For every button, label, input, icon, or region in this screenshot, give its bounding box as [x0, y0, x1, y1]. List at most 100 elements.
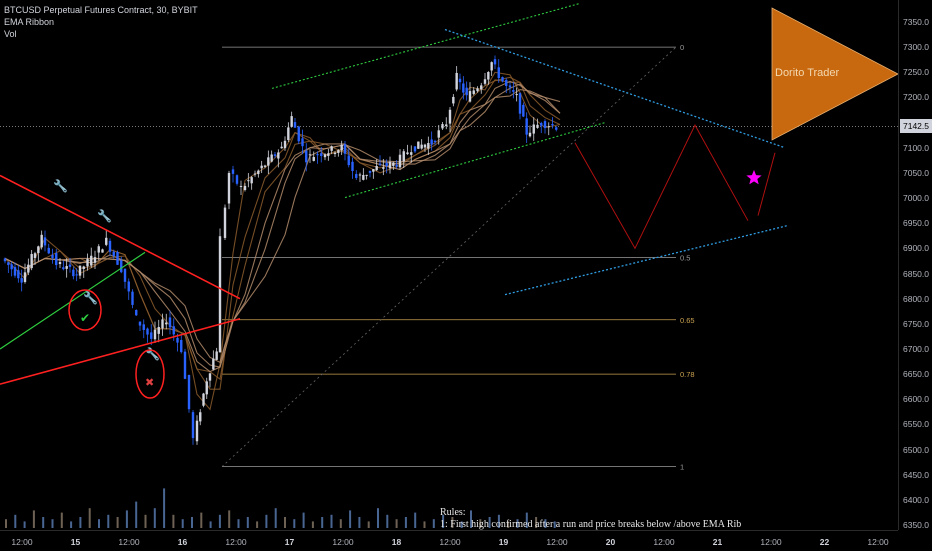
candle-body — [62, 267, 65, 270]
candle-body — [458, 78, 462, 83]
time-axis[interactable]: 12:00 15 12:00 16 12:00 17 12:00 18 12:00 19 12:00… — [0, 530, 898, 551]
price-tick-label: 6400.0 — [903, 494, 929, 505]
ema-ribbon-line — [4, 80, 561, 373]
candle-body — [312, 157, 315, 161]
candle-body — [183, 351, 187, 379]
candle-body — [112, 251, 115, 256]
price-tick-label: 6600.0 — [903, 394, 929, 405]
volume-label[interactable]: Vol — [4, 29, 17, 39]
candle-body — [543, 121, 547, 129]
candle-body — [540, 123, 543, 126]
candle-body — [27, 264, 30, 273]
candle-body — [231, 169, 235, 174]
volume-bar — [32, 510, 35, 528]
candle-body — [157, 326, 160, 334]
ema-ribbon-line — [4, 83, 561, 368]
candle-body — [253, 173, 257, 175]
candle-body — [385, 162, 388, 167]
candle-body — [105, 237, 108, 245]
volume-bar — [507, 521, 510, 528]
volume-bar — [209, 521, 212, 528]
thumbs-down-icon: ✖ — [145, 376, 154, 389]
price-tick-label: 6850.0 — [903, 268, 929, 279]
candle-body — [392, 162, 395, 166]
candle-body — [501, 77, 504, 82]
candle-body — [308, 154, 312, 156]
candle-body — [433, 140, 437, 143]
candle-body — [90, 255, 93, 266]
price-tick-label: 6950.0 — [903, 218, 929, 229]
candle-body — [355, 173, 358, 178]
candle-body — [142, 324, 145, 330]
time-tick-label: 21 — [712, 537, 723, 547]
candle-body — [465, 87, 468, 96]
candle-body — [235, 175, 239, 184]
candle-body — [528, 132, 532, 137]
candle-body — [277, 152, 280, 159]
candle-body — [395, 164, 398, 167]
green-trendline — [0, 251, 146, 350]
candle-body — [290, 116, 293, 127]
volume-bar — [200, 512, 203, 528]
candle-body — [375, 166, 378, 171]
candle-body — [497, 67, 500, 79]
dorito-trader-watermark: Dorito Trader — [775, 67, 840, 79]
price-tick-label: 7200.0 — [903, 92, 929, 103]
volume-bar — [135, 501, 138, 528]
candle-body — [37, 246, 40, 254]
volume-bar — [386, 514, 389, 528]
candle-body — [247, 180, 250, 182]
volume-bar — [51, 519, 54, 528]
ema-ribbon-label[interactable]: EMA Ribbon — [4, 17, 55, 27]
volume-bar — [442, 514, 445, 528]
time-tick-label: 12:00 — [653, 537, 675, 547]
candle-body — [82, 266, 85, 269]
volume-bar — [14, 514, 17, 528]
candle-body — [51, 254, 54, 258]
last-price-label: 7142.5 — [900, 119, 932, 134]
candle-body — [283, 140, 287, 149]
symbol-title[interactable]: BTCUSD Perpetual Futures Contract, 30, B… — [4, 5, 198, 15]
candle-body — [195, 420, 199, 442]
candle-body — [316, 154, 319, 156]
volume-bar — [246, 517, 249, 528]
candle-body — [120, 260, 123, 273]
candle-body — [508, 85, 512, 88]
candle-body — [172, 326, 175, 335]
volume-bar — [358, 517, 361, 528]
candle-body — [455, 72, 458, 90]
candle-body — [33, 253, 37, 258]
annotation-circle-check — [68, 289, 102, 331]
volume-bar — [497, 514, 500, 528]
candle-body — [382, 167, 385, 169]
time-tick-label: 12:00 — [118, 537, 140, 547]
volume-bar — [451, 517, 454, 528]
price-tick-label: 6700.0 — [903, 343, 929, 354]
candle-body — [518, 93, 522, 114]
candle-body — [135, 310, 138, 316]
candle-body — [65, 266, 68, 269]
time-tick-label: 12:00 — [332, 537, 354, 547]
candle-body — [362, 174, 365, 180]
volume-bar — [107, 514, 110, 528]
candle-body — [58, 262, 62, 264]
candle-body — [205, 381, 208, 395]
red-trendline-lower — [0, 317, 241, 385]
candle-body — [480, 85, 483, 90]
volume-bar — [479, 519, 482, 528]
fib-level-label: 1 — [680, 463, 684, 472]
candle-body — [490, 62, 493, 71]
volume-bar — [367, 521, 370, 528]
volume-bar — [311, 521, 314, 528]
fib-level-label: 0.65 — [680, 316, 695, 325]
price-axis[interactable]: 7350.07300.07250.07200.07150.07100.07050… — [898, 0, 932, 530]
candle-body — [3, 258, 7, 262]
candle-body — [17, 270, 20, 279]
candle-body — [180, 339, 183, 353]
candle-body — [398, 154, 402, 168]
candle-body — [243, 185, 247, 191]
candle-body — [250, 177, 253, 184]
rules-text: Rules: 1: First high confirmed after a r… — [440, 507, 741, 531]
